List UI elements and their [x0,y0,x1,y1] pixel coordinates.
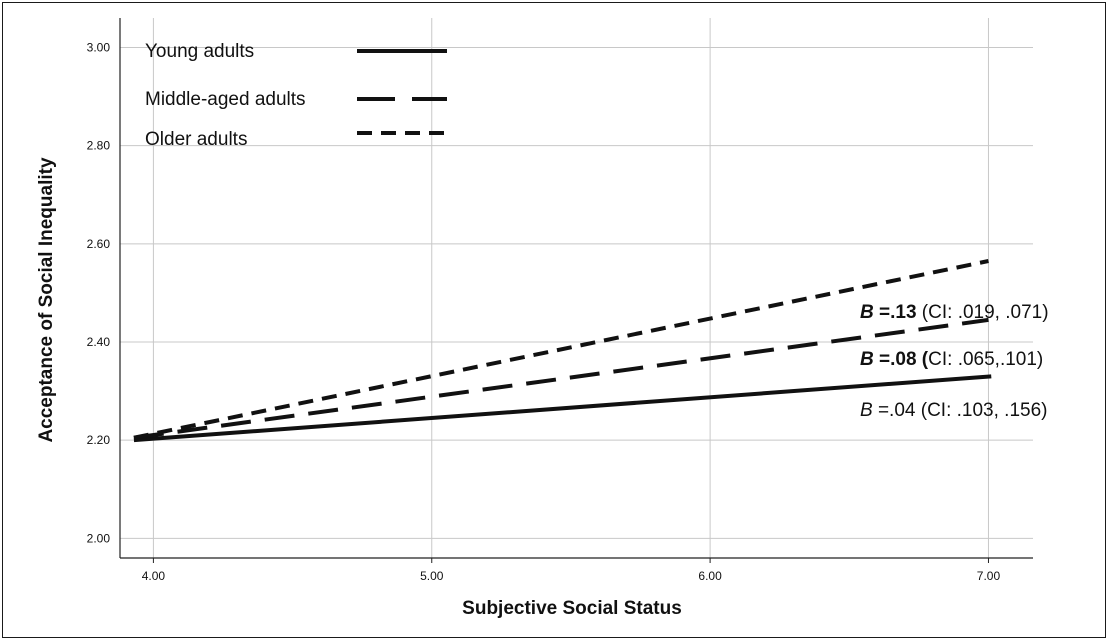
tick-labels: 2.00 2.20 2.40 2.60 2.80 3.00 4.00 5.00 6.00 7.00 [87,40,1001,583]
annotations: B =.13 (CI: .019, .071) B =.08 (CI: .065… [860,302,1049,421]
y-tick-label: 2.20 [87,433,111,447]
axes [119,18,1033,563]
annotation-older-ci: (CI: .019, .071) [917,302,1049,323]
x-tick-label: 6.00 [698,569,722,583]
annotation-young-ci: (CI: .103, .156) [915,400,1047,421]
annotation-older-value: =.13 [874,302,917,323]
annotation-middle-value: =.08 [874,349,917,370]
grid [120,18,1033,558]
annotation-middle-b: B [860,349,874,370]
legend-label-young: Young adults [145,41,254,62]
y-tick-label: 2.00 [87,531,111,545]
x-tick-label: 7.00 [977,569,1001,583]
annotation-middle: B =.08 (CI: .065,.101) [860,349,1043,370]
legend-swatches [357,49,447,135]
x-axis-title: Subjective Social Status [462,598,682,619]
legend-label-middle: Middle-aged adults [145,89,306,110]
annotation-older: B =.13 (CI: .019, .071) [860,302,1049,323]
annotation-middle-ci-open: ( [917,349,929,370]
annotation-young-value: =.04 [873,400,916,421]
y-tick-label: 2.60 [87,237,111,251]
series-line-older [133,259,989,440]
y-tick-label: 3.00 [87,40,111,54]
series-lines [133,259,992,443]
series-line-middle [133,317,989,440]
y-tick-label: 2.40 [87,335,111,349]
annotation-young: B =.04 (CI: .103, .156) [860,400,1048,421]
y-tick-label: 2.80 [87,139,111,153]
annotation-middle-ci: CI: .065,.101) [928,349,1043,370]
annotation-young-b: B [860,400,873,421]
legend-label-older: Older adults [145,129,247,150]
y-axis-title: Acceptance of Social Inequality [36,157,57,443]
legend: Young adults Middle-aged adults Older ad… [145,41,447,150]
x-tick-label: 5.00 [420,569,444,583]
x-tick-label: 4.00 [142,569,166,583]
series-line-young [133,374,992,443]
annotation-older-b: B [860,302,874,323]
